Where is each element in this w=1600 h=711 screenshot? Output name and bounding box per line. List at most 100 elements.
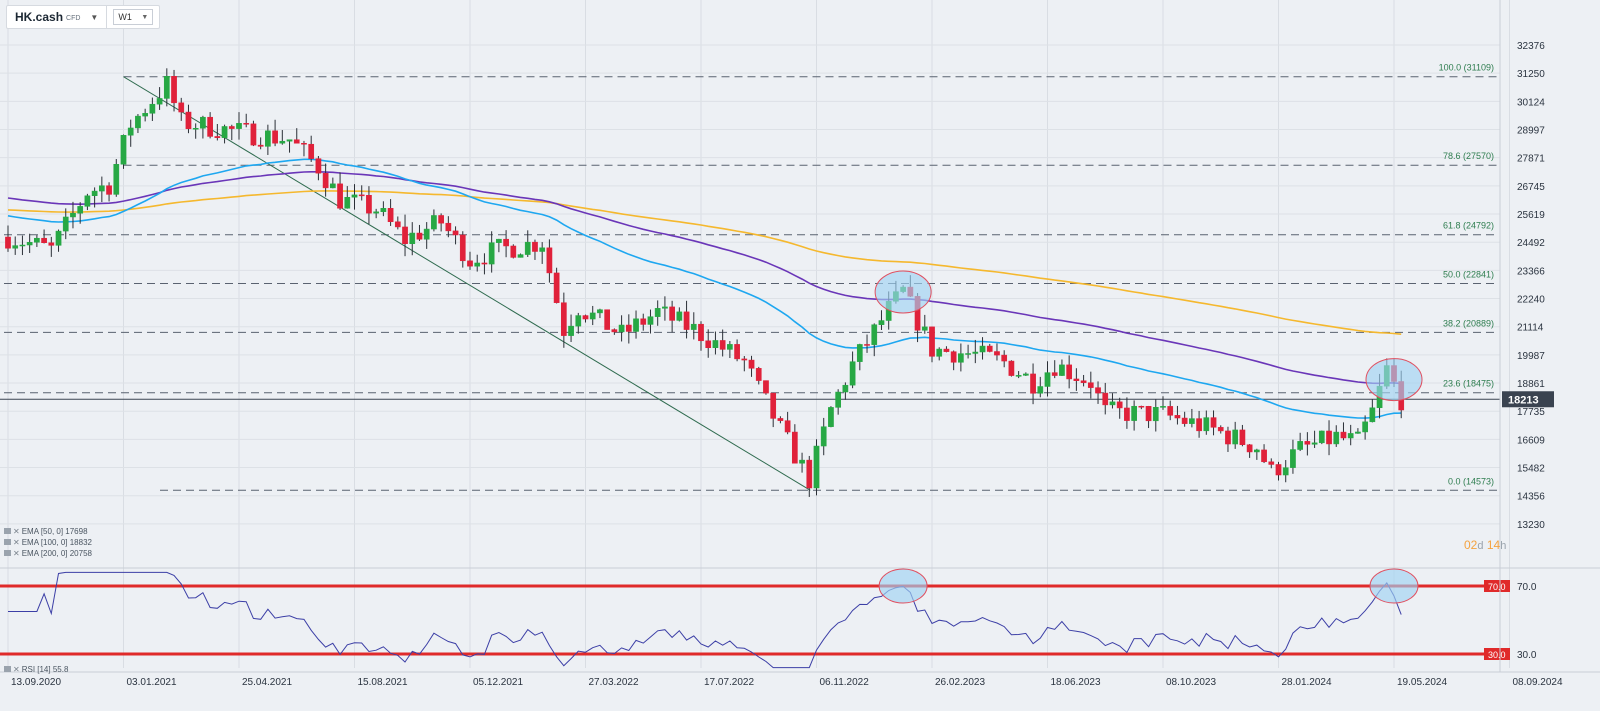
- legend-ema50[interactable]: ✕ EMA [50, 0] 17698: [4, 526, 88, 536]
- candle-body: [1261, 449, 1267, 463]
- candle-body: [950, 351, 957, 363]
- candles: [5, 68, 1405, 497]
- x-tick-label: 15.08.2021: [358, 677, 408, 688]
- candle-body: [1217, 427, 1224, 432]
- candle-body: [633, 318, 639, 332]
- legend-ema100[interactable]: ✕ EMA [100, 0] 18832: [4, 537, 92, 547]
- candle-body: [1369, 407, 1376, 423]
- x-tick-label: 28.01.2024: [1282, 677, 1332, 688]
- y-tick-label: 21114: [1517, 323, 1544, 334]
- candle-body: [142, 113, 149, 117]
- candle-body: [972, 351, 979, 354]
- candle-body: [1001, 354, 1008, 362]
- candle-body: [423, 228, 430, 240]
- candle-body: [113, 164, 120, 195]
- ema100-line: [7, 171, 1402, 385]
- indicator-settings-icon: [4, 539, 11, 545]
- candle-body: [329, 183, 336, 189]
- candle-body: [1297, 441, 1304, 450]
- candle-body: [409, 232, 416, 244]
- highlight-ellipse: [1365, 358, 1423, 402]
- timeframe-selector[interactable]: W1 ▼: [113, 9, 154, 25]
- candle-body: [828, 407, 834, 427]
- legend-ema200[interactable]: ✕ EMA [200, 0] 20758: [4, 548, 92, 558]
- candle-body: [503, 238, 509, 247]
- candle-body: [84, 195, 91, 207]
- candle-body: [1253, 449, 1260, 453]
- legend-text: RSI [14] 55.8: [21, 664, 69, 674]
- fib-label: 38.2 (20889): [1443, 318, 1494, 328]
- candle-body: [358, 194, 365, 197]
- candle-body: [250, 123, 257, 146]
- fib-label: 50.0 (22841): [1443, 270, 1494, 280]
- candle-body: [1304, 441, 1311, 445]
- candle-body: [524, 241, 531, 255]
- candle-body: [719, 340, 726, 350]
- legend-rsi[interactable]: ✕ RSI [14] 55.8: [4, 664, 68, 674]
- candle-body: [55, 230, 62, 246]
- candle-body: [1095, 387, 1101, 394]
- candle-body: [1355, 431, 1361, 434]
- candle-body: [185, 111, 192, 130]
- y-tick-label: 15482: [1517, 464, 1545, 475]
- candle-body: [770, 392, 777, 419]
- close-icon[interactable]: ✕: [13, 526, 20, 536]
- symbol-toolbar: HK.cash CFD ▼ W1 ▼: [6, 5, 161, 29]
- candle-body: [604, 309, 611, 330]
- candle-body: [19, 244, 26, 247]
- candle-body: [777, 418, 784, 421]
- y-tick-label: 14356: [1517, 492, 1545, 503]
- candle-body: [127, 127, 134, 136]
- candle-body: [373, 211, 380, 214]
- candle-body: [1196, 418, 1202, 432]
- candle-body: [943, 348, 950, 352]
- candle-body: [1080, 380, 1087, 383]
- x-tick-label: 03.01.2021: [127, 677, 177, 688]
- candle-body: [207, 116, 213, 137]
- candle-body: [394, 221, 401, 228]
- y-tick-label: 28997: [1517, 126, 1545, 137]
- x-tick-label: 13.09.2020: [11, 677, 61, 688]
- fib-label: 0.0 (14573): [1448, 476, 1494, 486]
- candle-body: [1124, 407, 1130, 421]
- y-tick-label: 23366: [1517, 266, 1545, 277]
- current-price-label: 18213: [1508, 394, 1539, 406]
- candle-body: [640, 318, 647, 325]
- candle-body: [34, 237, 40, 243]
- x-tick-label: 27.03.2022: [589, 677, 639, 688]
- ema-lines: [7, 158, 1402, 419]
- candle-body: [62, 216, 69, 232]
- symbol-tag: CFD: [66, 14, 81, 22]
- symbol-selector[interactable]: HK.cash CFD ▼: [7, 6, 108, 28]
- candle-body: [416, 232, 423, 240]
- candle-body: [26, 242, 33, 246]
- rsi-highlight-ellipse: [1369, 568, 1419, 604]
- candle-body: [135, 115, 141, 129]
- candle-body: [1059, 364, 1065, 376]
- y-tick-label: 26745: [1517, 182, 1545, 193]
- candle-body: [1073, 378, 1080, 381]
- close-icon[interactable]: ✕: [13, 548, 20, 558]
- candle-body: [662, 306, 668, 309]
- current-price-tag: [1502, 391, 1554, 408]
- candle-body: [864, 344, 870, 346]
- candle-body: [727, 344, 733, 350]
- candle-body: [820, 426, 827, 447]
- close-icon[interactable]: ✕: [13, 664, 20, 674]
- candle-body: [921, 326, 928, 331]
- candle-body: [279, 140, 286, 144]
- fib-label: 100.0 (31109): [1439, 63, 1494, 73]
- candle-body: [1109, 401, 1116, 406]
- candle-body: [705, 340, 712, 349]
- bar-countdown: 02d 14h: [1464, 538, 1507, 552]
- candle-body: [532, 241, 538, 252]
- candle-body: [763, 380, 769, 394]
- close-icon[interactable]: ✕: [13, 537, 20, 547]
- candle-body: [70, 212, 76, 218]
- candle-body: [12, 245, 19, 249]
- candle-body: [315, 158, 322, 174]
- candle-body: [813, 445, 820, 489]
- fib-label: 23.6 (18475): [1443, 379, 1494, 389]
- candle-body: [546, 247, 553, 274]
